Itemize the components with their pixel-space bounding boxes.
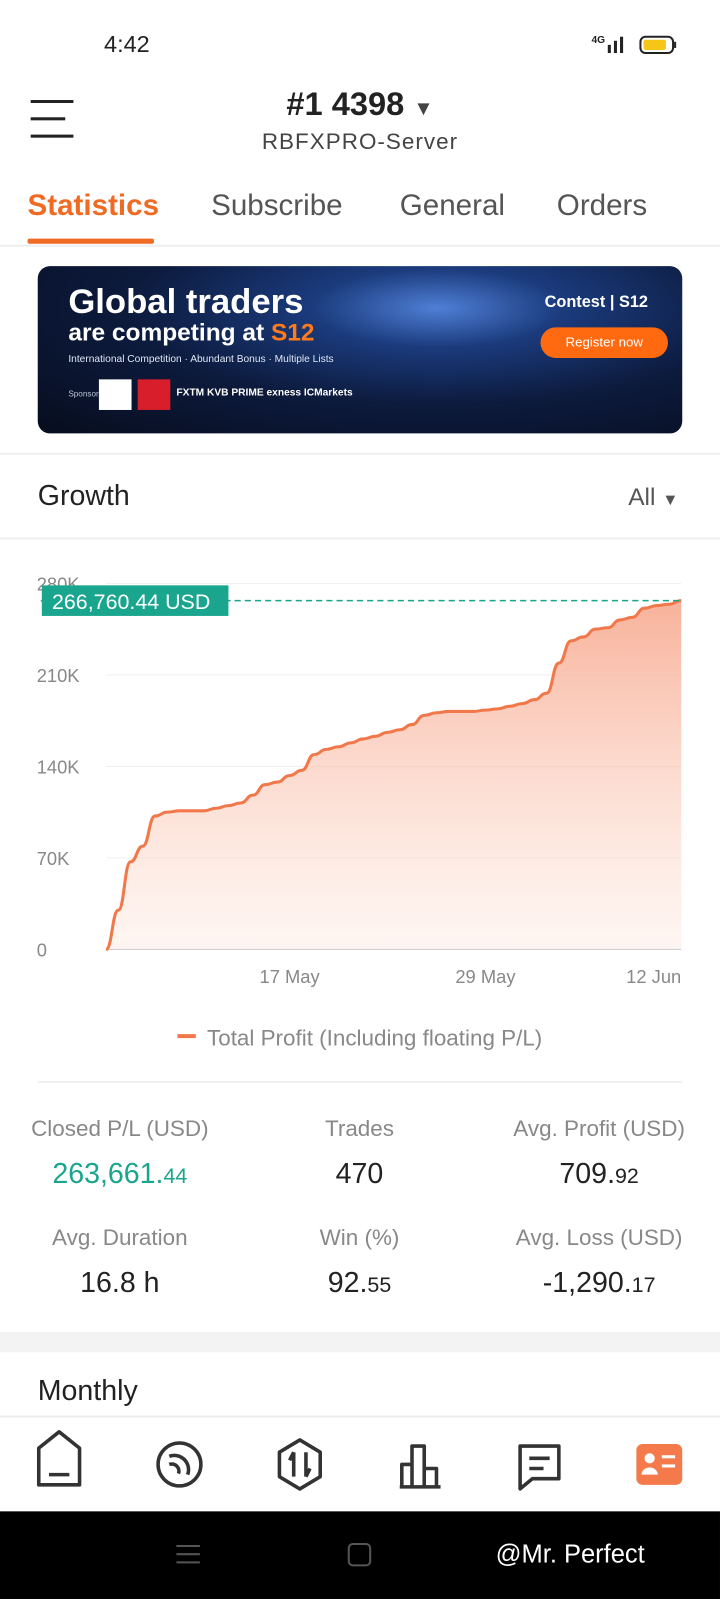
- x-tick-label: 29 May: [455, 966, 516, 987]
- svg-text:4G: 4G: [591, 35, 605, 46]
- current-value-label: 266,760.44 USD: [52, 590, 210, 614]
- tab[interactable]: Subscribe: [211, 189, 343, 223]
- status-time: 4:42: [104, 30, 150, 58]
- nav-messages[interactable]: [518, 1444, 561, 1491]
- nav-trade[interactable]: [277, 1438, 323, 1491]
- line: [104, 599, 682, 951]
- stat-value: 263,661.44: [52, 1157, 188, 1190]
- nav-home[interactable]: [36, 1430, 82, 1487]
- stat-label: Avg. Loss (USD): [515, 1224, 683, 1251]
- x-tick-label: 17 May: [260, 966, 321, 987]
- banner-logos: FXTM KVB PRIME exness ICMarkets: [176, 387, 353, 399]
- divider: [37, 1080, 683, 1084]
- divider: [0, 537, 720, 540]
- section-title: Monthly: [37, 1374, 138, 1407]
- banner-brand: S12: [270, 319, 315, 347]
- stat-value: -1,290.17: [542, 1266, 656, 1299]
- server-name: RBFXPRO-Server: [261, 128, 459, 154]
- status-icons: 4G: [591, 35, 677, 55]
- banner-subtitle-text: are competing at: [68, 319, 265, 347]
- tab[interactable]: Orders: [556, 189, 648, 223]
- stat-value: 16.8 h: [80, 1266, 160, 1299]
- banner-contest: Contest | S12: [544, 293, 648, 312]
- stat-value: 470: [335, 1157, 384, 1190]
- menu-button[interactable]: [30, 99, 76, 141]
- nav-icons: [36, 1430, 683, 1491]
- stat-label: Win (%): [319, 1224, 400, 1251]
- banner-sponsor: Sponsor: [68, 389, 99, 399]
- sponsor-logo: [137, 379, 171, 410]
- tab[interactable]: General: [399, 189, 505, 223]
- y-tick-label: 0: [37, 940, 47, 961]
- stat-label: Avg. Profit (USD): [513, 1115, 685, 1142]
- y-tick-label: 70K: [37, 848, 70, 869]
- divider: [0, 244, 720, 247]
- register-button[interactable]: Register now: [540, 327, 668, 358]
- nav-signals[interactable]: [156, 1441, 203, 1488]
- section-title: Growth: [37, 479, 130, 511]
- sponsor-logo: [98, 379, 132, 410]
- section-gap: [0, 1331, 720, 1353]
- y-tick-label: 140K: [37, 757, 81, 778]
- current-value-box: [41, 585, 229, 616]
- tab[interactable]: Statistics: [27, 189, 160, 223]
- account-number[interactable]: #1 4398 ▼: [286, 85, 434, 123]
- x-tick-label: 12 Jun: [626, 966, 681, 987]
- banner-title: Global traders: [68, 282, 304, 322]
- stat-label: Avg. Duration: [52, 1224, 188, 1251]
- legend-label: Total Profit (Including floating P/L): [207, 1025, 542, 1050]
- tab-indicator: [27, 238, 154, 244]
- banner[interactable]: Global traders are competing at S12 Inte…: [37, 266, 683, 434]
- watermark: @Mr. Perfect: [495, 1539, 645, 1569]
- stat-label: Closed P/L (USD): [31, 1115, 209, 1142]
- nav-profile[interactable]: [636, 1444, 683, 1485]
- bottom-nav: [0, 1415, 720, 1514]
- stat-label: Trades: [324, 1115, 394, 1142]
- area: [106, 600, 682, 950]
- range-select[interactable]: All ▼: [628, 483, 679, 511]
- nav-chart[interactable]: [399, 1444, 441, 1489]
- y-tick-label: 210K: [37, 665, 81, 686]
- system-bar: [0, 1511, 720, 1600]
- stat-value: 709.92: [559, 1157, 639, 1190]
- range-label: All: [628, 483, 656, 511]
- banner-tagline: International Competition · Abundant Bon…: [68, 353, 334, 366]
- divider: [0, 452, 720, 455]
- system-buttons: [176, 1542, 372, 1567]
- banner-subtitle: are competing at S12: [68, 319, 314, 348]
- account-label: #1 4398: [286, 85, 405, 123]
- stat-value: 92.55: [327, 1266, 392, 1299]
